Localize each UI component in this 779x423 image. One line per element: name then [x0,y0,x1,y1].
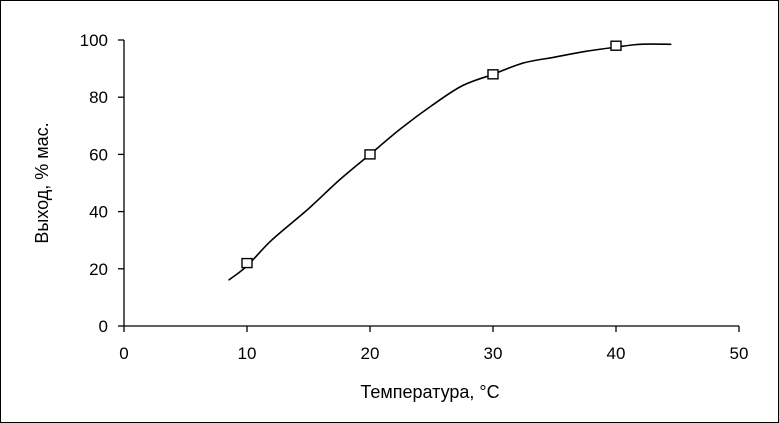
curve-layer [228,43,672,281]
x-tick-label: 10 [238,344,257,363]
x-axis-title: Температура, °С [360,382,499,402]
y-tick-label: 0 [99,317,108,336]
y-axis-title: Выход, % мас. [32,122,52,243]
x-tick-label: 0 [119,344,128,363]
data-point-marker [364,149,376,160]
marker-layer [241,40,622,269]
y-tick-label: 100 [80,31,108,50]
y-tick-label: 20 [89,260,108,279]
x-tick-label: 40 [607,344,626,363]
fit-curve [228,43,672,281]
x-tick-label: 50 [730,344,749,363]
y-tick-label: 40 [89,203,108,222]
data-point-marker [487,69,499,80]
y-tick-label: 60 [89,145,108,164]
y-tick-label: 80 [89,88,108,107]
data-point-marker [610,40,622,51]
x-tick-label: 20 [361,344,380,363]
data-point-marker [241,257,253,269]
x-tick-label: 30 [484,344,503,363]
axes [123,40,739,327]
ticks: 0 20 40 60 80 100 0 10 20 30 40 50 [80,31,749,363]
